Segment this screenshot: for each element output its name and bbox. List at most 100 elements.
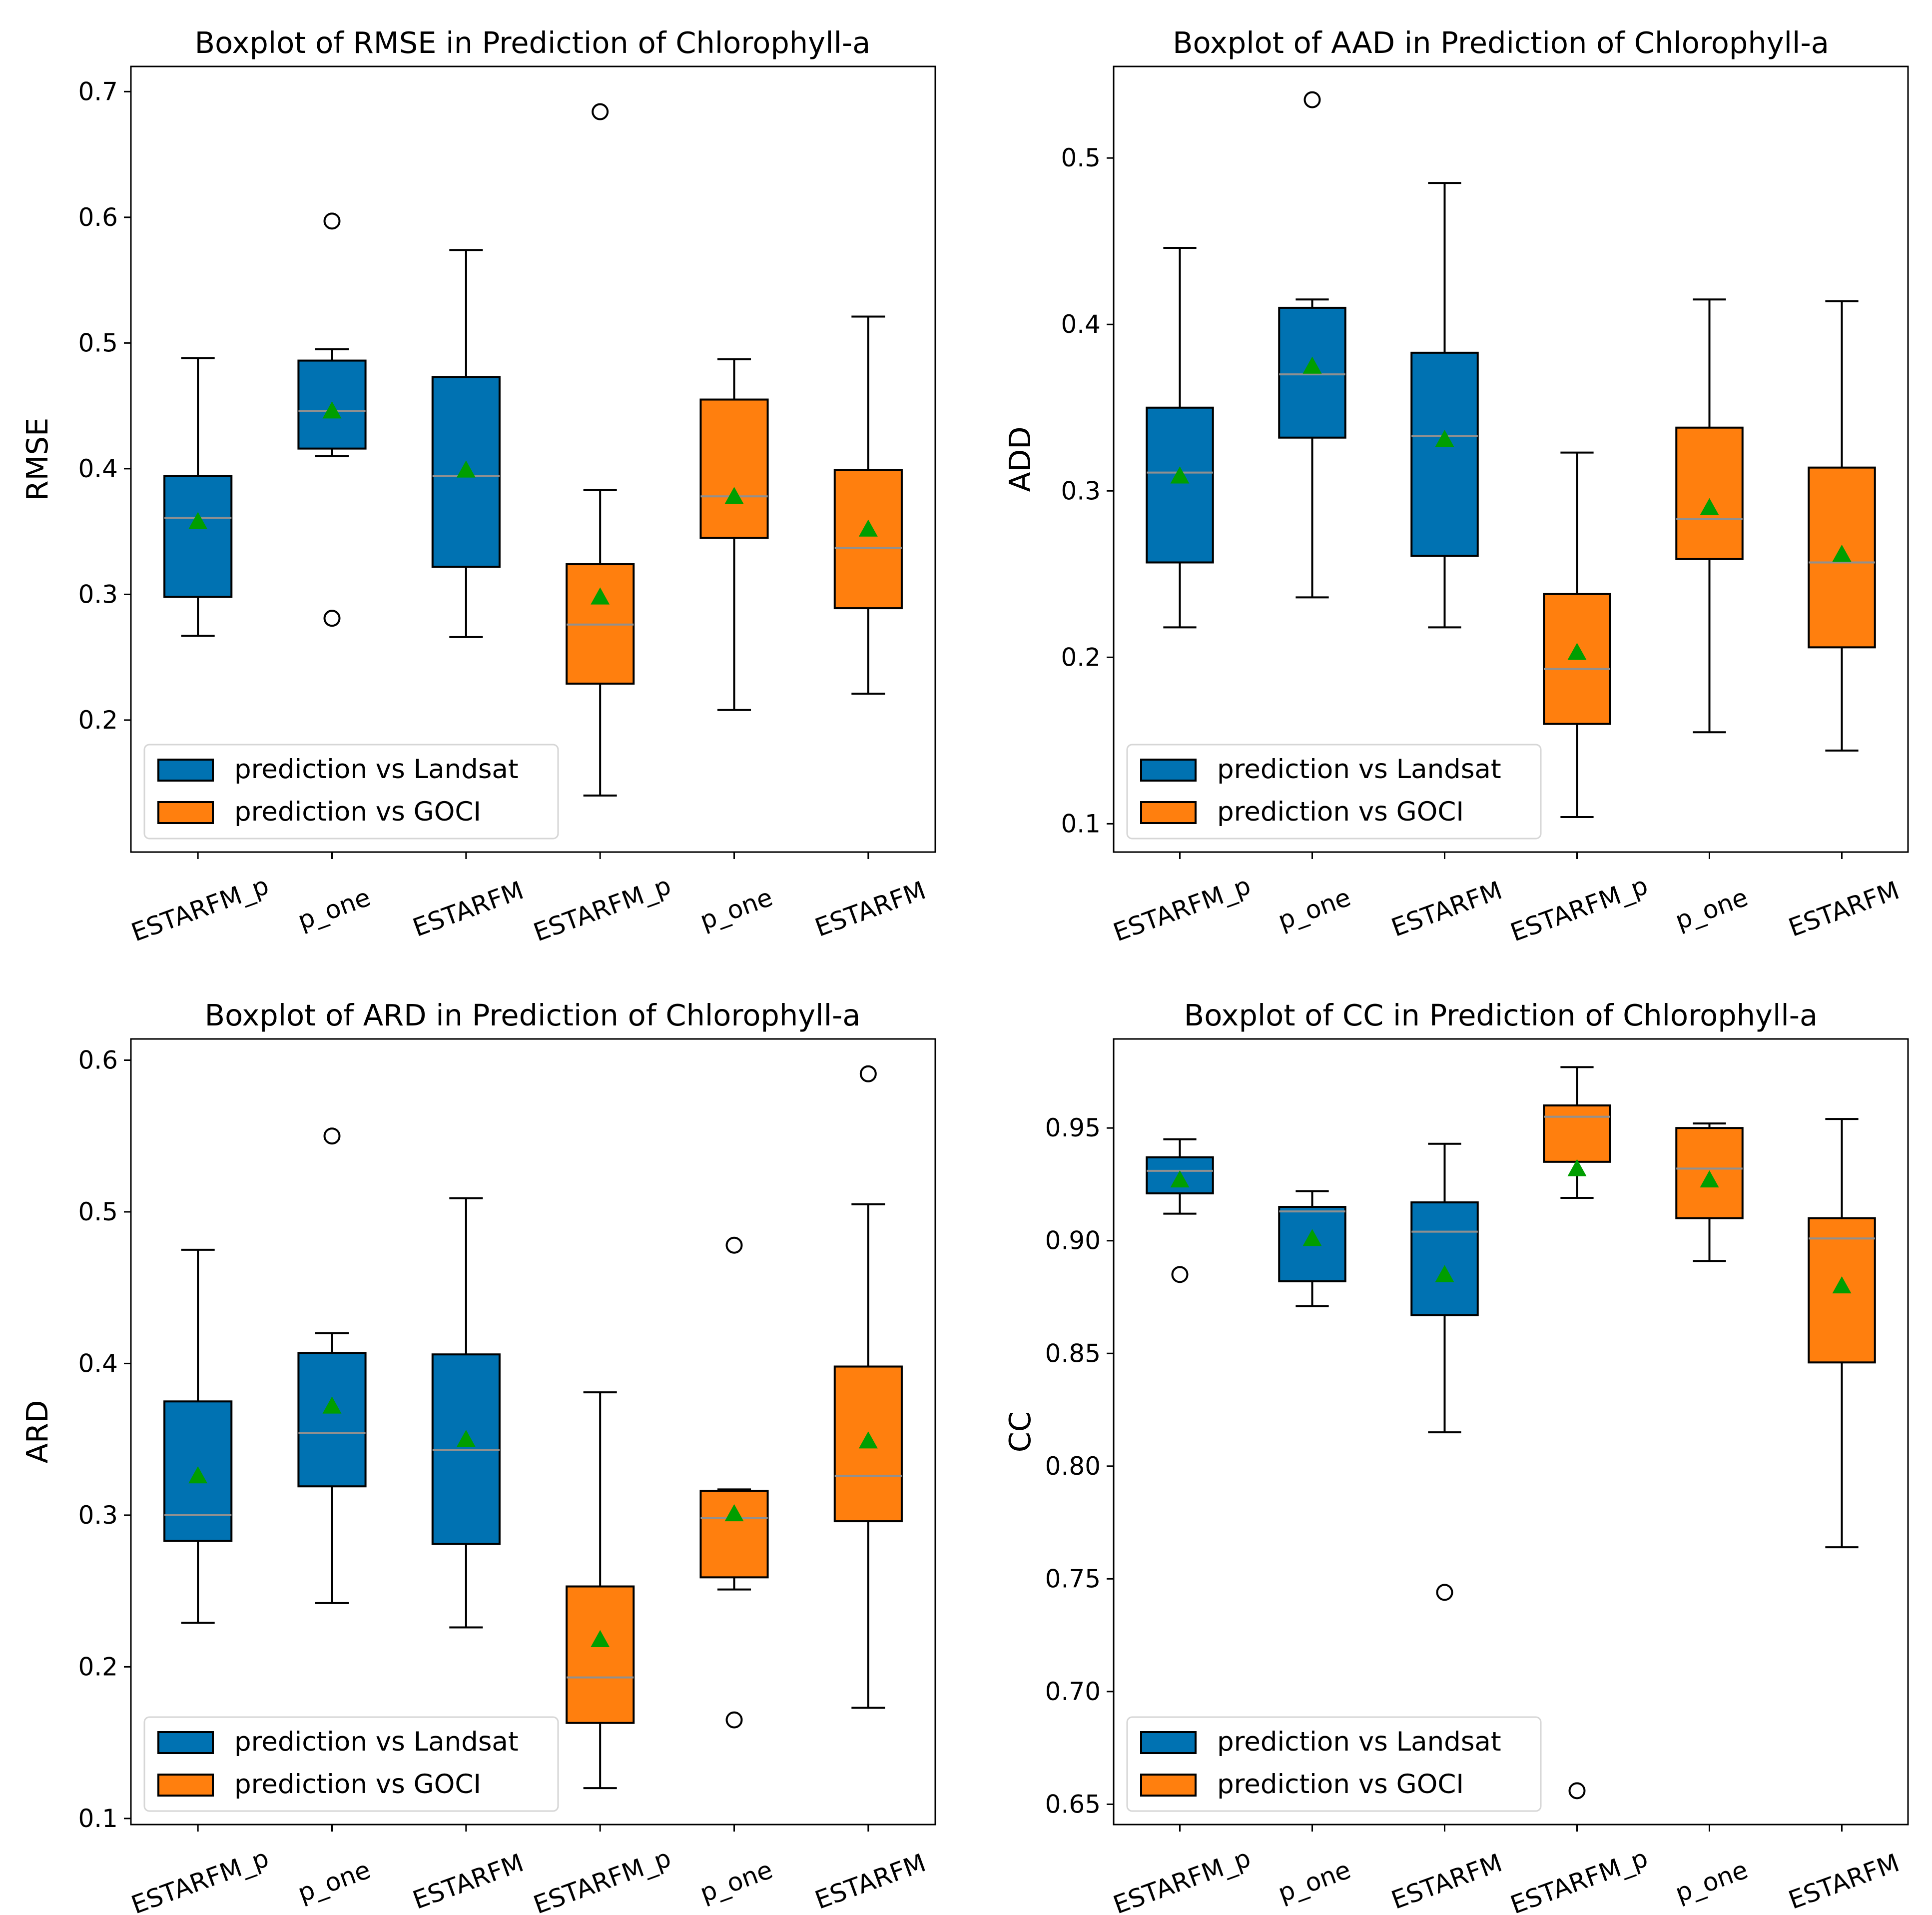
mean-marker [1302, 356, 1322, 374]
y-tick-label: 0.3 [78, 1501, 118, 1530]
mean-marker [1832, 1276, 1852, 1294]
y-tick-label: 0.2 [1061, 643, 1101, 672]
mean-marker [1700, 1170, 1719, 1188]
box-landsat-estarfm [431, 249, 501, 638]
mean-marker [322, 1396, 342, 1414]
plot-frame [1113, 1038, 1909, 1826]
mean-marker [456, 1430, 476, 1447]
box-goci-estarfm [833, 315, 903, 695]
legend-frame [1126, 744, 1542, 840]
outlier-point [725, 1236, 743, 1254]
y-tick-label: 0.6 [78, 1045, 118, 1074]
box-goci-estarfm [1808, 300, 1876, 752]
box-landsat-estarfm-p [163, 1248, 233, 1624]
mean-marker [1170, 466, 1190, 484]
box-landsat-estarfm-p [1146, 1138, 1214, 1283]
box-landsat-estarfm [431, 1197, 501, 1629]
y-axis-label: RMSE [20, 418, 54, 501]
plot-frame [130, 1038, 936, 1826]
y-tick-label: 0.3 [78, 580, 118, 609]
box-goci-p-one [699, 1236, 769, 1729]
legend: prediction vs Landsat prediction vs GOCI [1126, 1716, 1542, 1812]
legend-frame [1126, 1716, 1542, 1812]
mean-marker [858, 519, 878, 537]
mean-marker [1567, 1159, 1587, 1176]
y-tick-label: 0.6 [78, 203, 118, 232]
box-goci-estarfm [833, 1065, 903, 1709]
y-axis-label: ADD [1003, 426, 1037, 492]
y-tick-label: 0.5 [78, 1197, 118, 1226]
mean-marker [322, 401, 342, 419]
legend-swatch-goci [1140, 1774, 1197, 1797]
y-tick-label: 0.95 [1045, 1113, 1101, 1142]
y-tick-label: 0.3 [1061, 476, 1101, 505]
mean-marker [1435, 1265, 1454, 1282]
box-landsat-estarfm [1410, 1142, 1479, 1601]
y-tick-label: 0.80 [1045, 1452, 1101, 1481]
mean-marker [1170, 1170, 1190, 1188]
box-goci-estarfm-p [1543, 1066, 1611, 1800]
y-axis-label: ARD [20, 1400, 54, 1464]
legend-label-landsat: prediction vs Landsat [234, 754, 519, 785]
chart-title: Boxplot of AAD in Prediction of Chloroph… [1173, 25, 1829, 60]
box-landsat-p-one [1278, 1190, 1346, 1307]
y-tick-label: 0.75 [1045, 1564, 1101, 1593]
box-landsat-estarfm-p [163, 357, 233, 637]
outlier-point [859, 1065, 877, 1082]
box-body [1410, 351, 1479, 557]
box-body [1410, 1201, 1479, 1316]
mean-marker [724, 1504, 744, 1522]
legend: prediction vs Landsat prediction vs GOCI [143, 1716, 559, 1812]
box-landsat-p-one [297, 1127, 367, 1604]
legend-label-goci: prediction vs GOCI [1217, 797, 1464, 827]
chart-2: Boxplot of AAD in Prediction of Chloroph… [1003, 25, 1909, 947]
box-body [297, 1352, 367, 1488]
box-body [699, 1490, 769, 1579]
y-tick-label: 0.7 [78, 77, 118, 106]
y-tick-label: 0.4 [78, 454, 118, 483]
legend-label-landsat: prediction vs Landsat [234, 1727, 519, 1757]
plot-frame [1113, 65, 1909, 853]
y-tick-label: 0.4 [1061, 310, 1101, 339]
plot-frame [130, 65, 936, 853]
chart-4: Boxplot of CC in Prediction of Chlorophy… [1003, 998, 1909, 1915]
y-tick-label: 0.70 [1045, 1677, 1101, 1706]
box-body [1146, 406, 1214, 564]
mean-marker [1302, 1229, 1322, 1246]
outlier-point [1568, 1782, 1586, 1800]
y-axis-label: CC [1003, 1411, 1037, 1452]
outlier-point [725, 1711, 743, 1729]
y-tick-label: 0.4 [78, 1349, 118, 1378]
legend-swatch-landsat [1140, 1731, 1197, 1754]
mean-marker [1435, 430, 1454, 447]
legend-swatch-goci [1140, 801, 1197, 824]
legend-label-landsat: prediction vs Landsat [1217, 1727, 1501, 1757]
outlier-point [323, 1127, 341, 1145]
legend: prediction vs Landsat prediction vs GOCI [143, 744, 559, 840]
y-tick-label: 0.2 [78, 1652, 118, 1681]
box-landsat-p-one [1278, 91, 1346, 599]
box-goci-estarfm [1808, 1118, 1876, 1549]
legend-frame [143, 1716, 559, 1812]
y-tick-label: 0.85 [1045, 1339, 1101, 1368]
outlier-point [592, 103, 609, 120]
outlier-point [1436, 1584, 1453, 1601]
mean-marker [1832, 544, 1852, 562]
box-landsat-estarfm [1410, 182, 1479, 629]
box-goci-p-one [1675, 1122, 1744, 1262]
y-tick-label: 0.90 [1045, 1226, 1101, 1255]
chart-title: Boxplot of RMSE in Prediction of Chlorop… [195, 25, 871, 60]
mean-marker [724, 487, 744, 504]
box-goci-estarfm-p [566, 1391, 635, 1790]
box-body [1543, 1104, 1611, 1163]
box-goci-estarfm-p [1543, 451, 1611, 819]
y-tick-label: 0.5 [78, 328, 118, 357]
box-goci-p-one [1675, 298, 1744, 734]
legend-label-goci: prediction vs GOCI [1217, 1769, 1464, 1800]
outlier-point [323, 610, 341, 627]
y-tick-label: 0.1 [78, 1804, 118, 1833]
box-goci-estarfm-p [566, 103, 635, 797]
mean-marker [591, 587, 610, 605]
